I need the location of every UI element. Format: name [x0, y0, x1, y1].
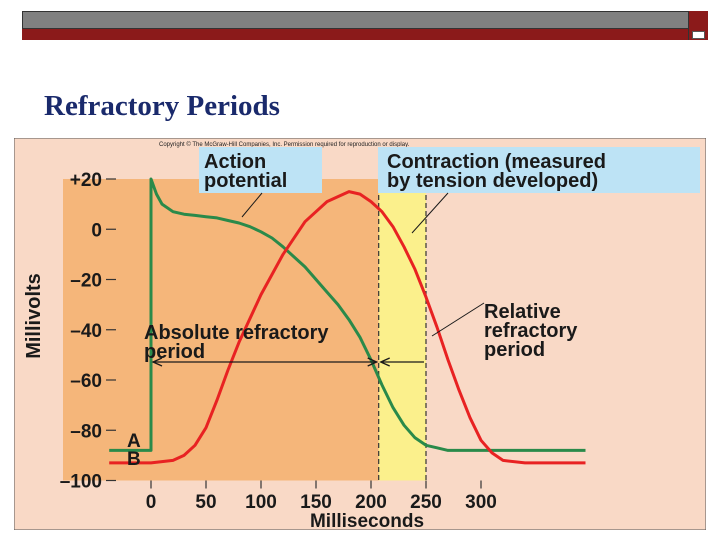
contraction-label-box [378, 147, 700, 193]
x-tick-label: 100 [245, 492, 277, 513]
y-tick-label: –100 [60, 472, 102, 493]
contraction-line [109, 190, 586, 465]
copyright-notice: Copyright © The McGraw-Hill Companies, I… [159, 141, 410, 148]
curve-key-a: A [127, 431, 141, 452]
corner-square-outline [692, 31, 705, 39]
x-axis-title: Milliseconds [310, 511, 424, 530]
absolute-refractory-label-line-1: period [144, 341, 205, 363]
y-axis-title: Millivolts [23, 273, 45, 359]
header-gray-bar [22, 11, 708, 29]
relative-refractory-pointer [431, 302, 485, 337]
relative-refractory-label-line-2: period [484, 339, 545, 361]
action-potential-label-line-0: Action [204, 151, 266, 173]
refractory-chart: Copyright © The McGraw-Hill Companies, I… [14, 138, 706, 530]
relative-refractory-region [378, 179, 426, 481]
corner-square-red [689, 11, 708, 29]
relative-arrowhead-left [379, 357, 390, 367]
y-tick-label: –20 [70, 271, 102, 292]
x-tick-label: 250 [410, 492, 442, 513]
relative-refractory-label-line-1: refractory [484, 320, 578, 342]
header-red-bar [22, 29, 708, 40]
contraction-label-line-1: by tension developed) [387, 170, 598, 192]
action-potential-pointer [241, 192, 263, 218]
x-tick-label: 0 [146, 492, 157, 513]
slide-title: Refractory Periods [44, 90, 280, 122]
relative-refractory-label-line-0: Relative [484, 301, 561, 323]
contraction-pointer [411, 192, 449, 234]
x-tick-label: 200 [355, 492, 387, 513]
y-tick-label: 0 [91, 220, 102, 241]
contraction-label-line-0: Contraction (measured [387, 151, 606, 173]
y-tick-label: –40 [70, 321, 102, 342]
y-tick-label: +20 [70, 170, 102, 191]
x-tick-label: 50 [195, 492, 216, 513]
x-tick-label: 150 [300, 492, 332, 513]
header-corner-square [688, 11, 708, 40]
action-potential-line [109, 177, 586, 452]
curve-key-b: B [127, 449, 141, 470]
absolute-arrowhead-right [367, 357, 379, 367]
x-tick-label: 300 [465, 492, 497, 513]
y-tick-label: –80 [70, 421, 102, 442]
absolute-refractory-label-line-0: Absolute refractory [144, 322, 329, 344]
y-tick-label: –60 [70, 371, 102, 392]
action-potential-label-line-1: potential [204, 170, 287, 192]
action-potential-label-box [199, 147, 322, 193]
absolute-arrowhead-left [151, 357, 163, 367]
